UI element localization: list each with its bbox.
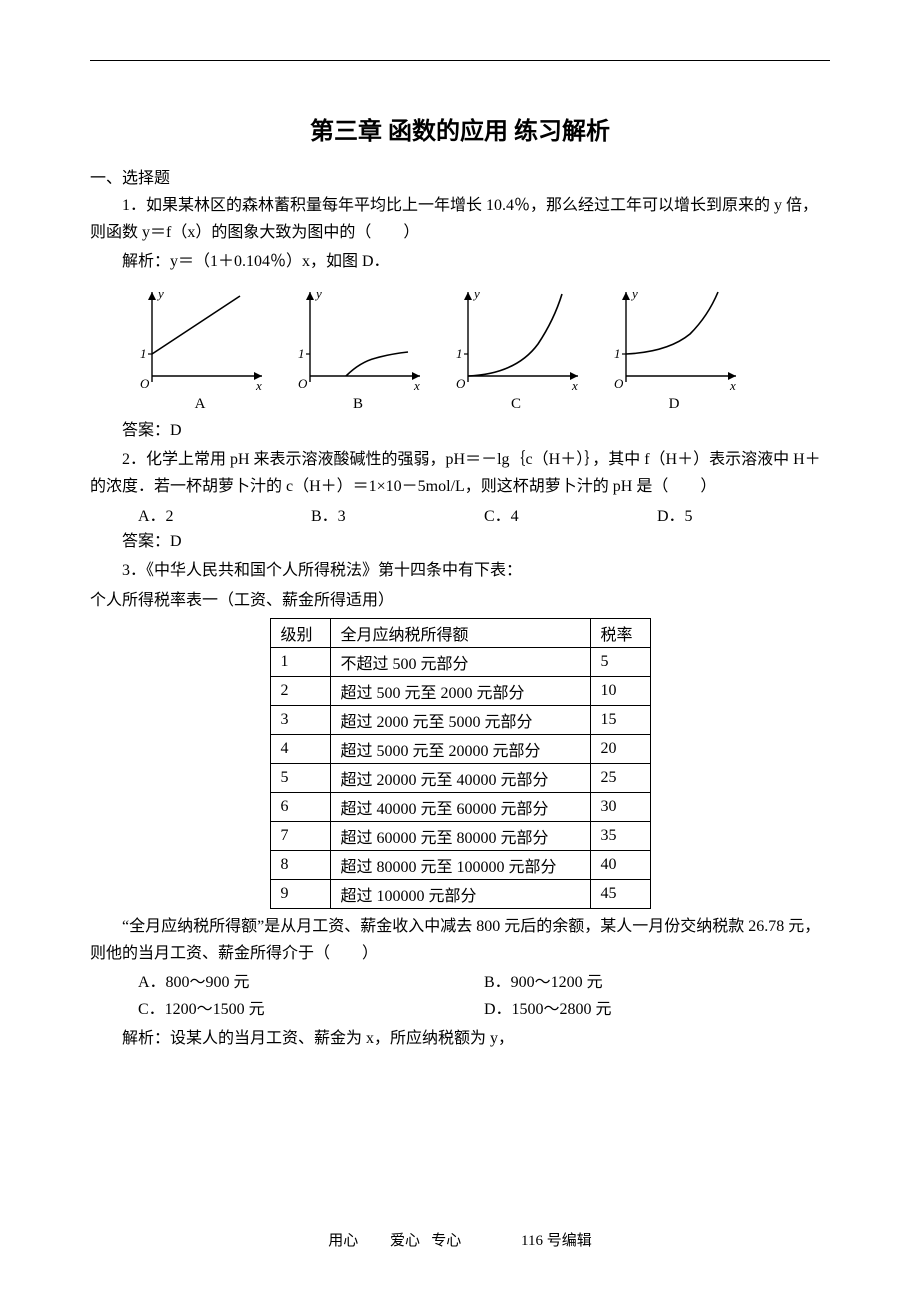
th-desc: 全月应纳税所得额 bbox=[330, 618, 590, 647]
curve-C bbox=[468, 294, 562, 376]
table-row: 1不超过 500 元部分5 bbox=[270, 647, 650, 676]
graph-label-C: C bbox=[446, 396, 586, 413]
q1-answer: 答案：D bbox=[90, 417, 830, 444]
graph-B-svg: 1 O x y bbox=[288, 284, 428, 394]
page-title: 第三章 函数的应用 练习解析 bbox=[90, 111, 830, 146]
q3-opt-c: C．1200～1500 元 bbox=[138, 996, 484, 1023]
x-label: x bbox=[255, 378, 262, 393]
th-level: 级别 bbox=[270, 618, 330, 647]
graph-C: 1 O x y C bbox=[446, 284, 586, 413]
table-row: 4超过 5000 元至 20000 元部分20 bbox=[270, 734, 650, 763]
svg-text:x: x bbox=[413, 378, 420, 393]
q2-opt-a: A．2 bbox=[138, 502, 311, 526]
q3-text: 3．《中华人民共和国个人所得税法》第十四条中有下表： bbox=[90, 557, 830, 584]
q3-analysis: 解析：设某人的当月工资、薪金为 x，所应纳税额为 y， bbox=[90, 1025, 830, 1052]
graph-row: 1 O x y A 1 O x y B bbox=[130, 284, 830, 413]
table-row: 8超过 80000 元至 100000 元部分40 bbox=[270, 850, 650, 879]
page-footer: 用心 爱心 专心 116 号编辑 bbox=[0, 1229, 920, 1250]
q2-opt-d: D．5 bbox=[657, 502, 830, 526]
q3-after: “全月应纳税所得额”是从月工资、薪金收入中减去 800 元后的余额，某人一月份交… bbox=[90, 913, 830, 967]
page: 第三章 函数的应用 练习解析 一、选择题 1．如果某林区的森林蓄积量每年平均比上… bbox=[0, 0, 920, 1300]
q1-text: 1．如果某林区的森林蓄积量每年平均比上一年增长 10.4％，那么经过工年可以增长… bbox=[90, 192, 830, 246]
svg-text:x: x bbox=[571, 378, 578, 393]
table-row: 5超过 20000 元至 40000 元部分25 bbox=[270, 763, 650, 792]
svg-text:O: O bbox=[456, 376, 466, 391]
table-row: 3超过 2000 元至 5000 元部分15 bbox=[270, 705, 650, 734]
graph-B: 1 O x y B bbox=[288, 284, 428, 413]
svg-text:1: 1 bbox=[614, 346, 621, 361]
table-row: 2超过 500 元至 2000 元部分10 bbox=[270, 676, 650, 705]
q3-subtitle: 个人所得税率表一（工资、薪金所得适用） bbox=[90, 587, 830, 614]
svg-text:y: y bbox=[630, 286, 638, 301]
section-heading: 一、选择题 bbox=[90, 164, 830, 188]
q2-opt-c: C．4 bbox=[484, 502, 657, 526]
q2-opt-b: B．3 bbox=[311, 502, 484, 526]
svg-text:O: O bbox=[298, 376, 308, 391]
q3-opt-b: B．900～1200 元 bbox=[484, 969, 830, 996]
svg-text:O: O bbox=[614, 376, 624, 391]
curve-D bbox=[626, 292, 718, 354]
svg-text:1: 1 bbox=[456, 346, 463, 361]
table-row: 6超过 40000 元至 60000 元部分30 bbox=[270, 792, 650, 821]
graph-C-svg: 1 O x y bbox=[446, 284, 586, 394]
y-label: y bbox=[156, 286, 164, 301]
footer-3: 专心 bbox=[431, 1233, 461, 1249]
footer-4: 116 号编辑 bbox=[521, 1233, 592, 1249]
origin-label: O bbox=[140, 376, 150, 391]
graph-label-A: A bbox=[130, 396, 270, 413]
top-rule bbox=[90, 60, 830, 61]
graph-A-svg: 1 O x y bbox=[130, 284, 270, 394]
svg-text:1: 1 bbox=[298, 346, 305, 361]
tax-table: 级别 全月应纳税所得额 税率 1不超过 500 元部分5 2超过 500 元至 … bbox=[270, 618, 651, 909]
q2-text: 2．化学上常用 pH 来表示溶液酸碱性的强弱，pH＝－lg｛c（H＋）｝，其中 … bbox=[90, 446, 830, 500]
q3-opt-a: A．800～900 元 bbox=[138, 969, 484, 996]
graph-D-svg: 1 O x y bbox=[604, 284, 744, 394]
table-row: 7超过 60000 元至 80000 元部分35 bbox=[270, 821, 650, 850]
table-row: 级别 全月应纳税所得额 税率 bbox=[270, 618, 650, 647]
curve-A bbox=[152, 296, 240, 354]
svg-text:y: y bbox=[472, 286, 480, 301]
graph-label-B: B bbox=[288, 396, 428, 413]
q3-options: A．800～900 元 B．900～1200 元 C．1200～1500 元 D… bbox=[138, 969, 830, 1023]
tick-1: 1 bbox=[140, 346, 147, 361]
graph-D: 1 O x y D bbox=[604, 284, 744, 413]
th-rate: 税率 bbox=[590, 618, 650, 647]
q3-opt-d: D．1500～2800 元 bbox=[484, 996, 830, 1023]
svg-text:y: y bbox=[314, 286, 322, 301]
footer-2: 爱心 bbox=[390, 1233, 420, 1249]
q2-answer: 答案：D bbox=[90, 528, 830, 555]
q2-options: A．2 B．3 C．4 D．5 bbox=[138, 502, 830, 526]
curve-B bbox=[346, 352, 408, 376]
svg-text:x: x bbox=[729, 378, 736, 393]
graph-A: 1 O x y A bbox=[130, 284, 270, 413]
footer-1: 用心 bbox=[328, 1233, 358, 1249]
table-row: 9超过 100000 元部分45 bbox=[270, 879, 650, 908]
graph-label-D: D bbox=[604, 396, 744, 413]
q1-analysis: 解析：y＝（1＋0.104％）x，如图 D． bbox=[90, 248, 830, 275]
